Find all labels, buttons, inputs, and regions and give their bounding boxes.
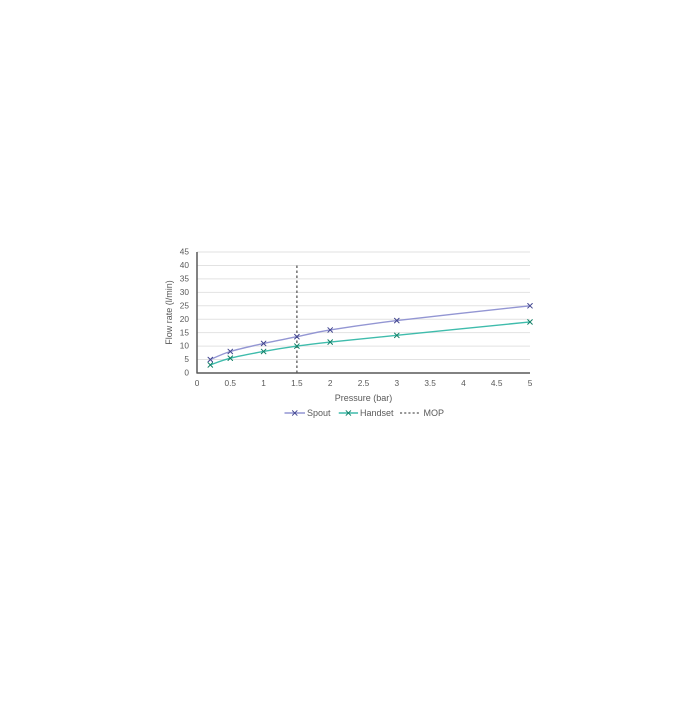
svg-text:Spout: Spout bbox=[307, 408, 331, 418]
svg-text:30: 30 bbox=[180, 287, 190, 297]
svg-text:2.5: 2.5 bbox=[358, 378, 370, 388]
svg-text:5: 5 bbox=[184, 354, 189, 364]
svg-text:35: 35 bbox=[180, 273, 190, 283]
svg-text:3.5: 3.5 bbox=[424, 378, 436, 388]
svg-text:4: 4 bbox=[461, 378, 466, 388]
svg-text:1: 1 bbox=[261, 378, 266, 388]
svg-text:0: 0 bbox=[195, 378, 200, 388]
svg-text:0: 0 bbox=[184, 368, 189, 378]
svg-text:3: 3 bbox=[394, 378, 399, 388]
svg-text:Pressure (bar): Pressure (bar) bbox=[335, 393, 393, 403]
svg-text:25: 25 bbox=[180, 300, 190, 310]
svg-text:Handset: Handset bbox=[360, 408, 394, 418]
svg-text:2: 2 bbox=[328, 378, 333, 388]
svg-text:4.5: 4.5 bbox=[491, 378, 503, 388]
svg-text:10: 10 bbox=[180, 341, 190, 351]
svg-text:0.5: 0.5 bbox=[225, 378, 237, 388]
svg-text:40: 40 bbox=[180, 260, 190, 270]
svg-text:20: 20 bbox=[180, 314, 190, 324]
svg-text:15: 15 bbox=[180, 327, 190, 337]
svg-text:45: 45 bbox=[180, 247, 190, 257]
svg-text:1.5: 1.5 bbox=[291, 378, 303, 388]
svg-text:5: 5 bbox=[528, 378, 533, 388]
svg-text:Flow rate (l/min): Flow rate (l/min) bbox=[164, 280, 174, 345]
svg-text:MOP: MOP bbox=[424, 408, 445, 418]
